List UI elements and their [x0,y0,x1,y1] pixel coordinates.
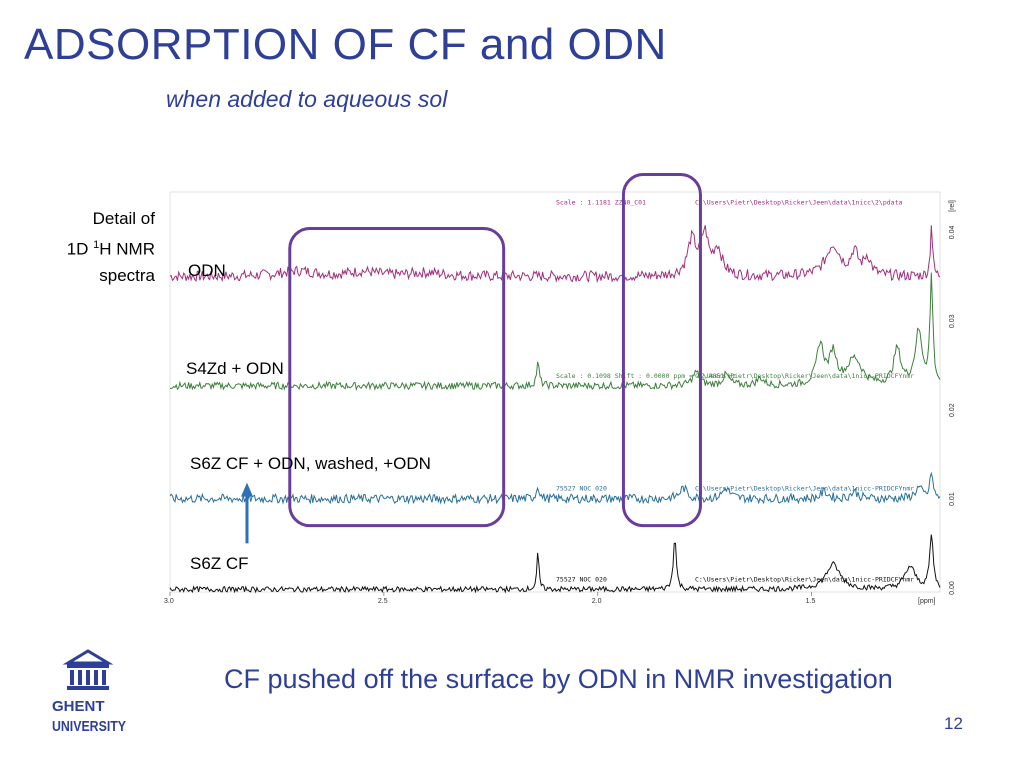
y-tick-label: 0.01 [949,492,956,506]
side-note: Detail of 1D 1H NMR spectra [20,206,155,289]
spectrum-trace-s6z_cf_odn [169,471,941,505]
side-note-line-3: spectra [99,265,155,285]
plot-frame [169,191,941,593]
y-tick-label: 0.00 [949,581,956,595]
trace-metadata-path: C:\Users\Pietr\Desktop\Ricker\Jeen\data\… [695,372,914,380]
annotation-layer [241,172,702,544]
logo-line-1: GHENT [52,698,105,715]
side-note-line-2: 1D 1H NMR [20,232,155,263]
trace-label-s6z_cf_odn: S6Z CF + ODN, washed, +ODN [190,454,431,473]
ghent-university-logo: GHENT UNIVERSITY [52,649,126,735]
logo-line-2: UNIVERSITY [52,718,126,735]
y-axis: 0.00 0.01 0.02 0.03 0.04 [rel] [949,200,956,595]
trace-label-s6z_cf: S6Z CF [190,554,249,573]
trace-metadata: Scale : 1.1181 ZZN0_C01 [556,198,646,206]
trace-metadata: 75527 NOC 020 [556,485,607,493]
x-axis-label: [ppm] [918,598,936,605]
side-note-prefix: 1D [66,239,94,259]
logo-column [70,670,74,685]
logo-column [86,670,90,685]
y-tick-label: 0.02 [949,403,956,417]
side-note-line-1: Detail of [92,209,155,228]
trace-labels: ODN S4Zd + ODN S6Z CF + ODN, washed, +ODN S… [186,261,431,573]
logo-column [94,670,98,685]
highlight-box [621,172,702,528]
x-tick-label: 2.0 [592,598,602,605]
x-tick-label: 1.5 [806,598,816,605]
logo-column [102,670,106,685]
logo-roof-icon [62,649,114,665]
logo-entablature [67,664,109,668]
spectrum-trace-odn [169,225,941,284]
y-tick-label: 0.03 [949,314,956,328]
trace-metadata: Scale : 0.1098 Shift : 0.0000 ppm = 42.4… [556,372,736,380]
trace-label-odn: ODN [188,261,226,280]
trace-metadata-path: C:\Users\Pietr\Desktop\Ricker\Jeen\data\… [695,575,914,583]
side-note-rest: H NMR [99,239,155,259]
trace-metadata-path: C:\Users\Pietr\Desktop\Ricker\Jeen\data\… [695,485,914,493]
y-tick-label: 0.04 [949,226,956,240]
trace-metadata: 75527 NOC 020 [556,575,607,583]
arrow-up-icon [241,482,253,497]
metadata-layer: Scale : 1.1181 ZZN0_C01 C:\Users\Pietr\De… [556,198,914,583]
x-tick-label: 3.0 [164,598,174,605]
slide-subtitle: when added to aqueous sol [166,86,448,112]
slide-caption: CF pushed off the surface by ODN in NMR … [224,664,893,694]
x-tick-label: 2.5 [378,598,388,605]
logo-column [78,670,82,685]
highlight-box [288,226,506,528]
trace-metadata-path: C:\Users\Pietr\Desktop\Ricker\Jeen\data\… [695,198,902,206]
trace-label-s4zd_odn: S4Zd + ODN [186,359,284,378]
page-number: 12 [944,714,963,733]
side-note-superscript: 1 [93,239,100,251]
spectrum-trace-s4zd_odn [169,272,941,392]
slide-title: ADSORPTION OF CF and ODN [24,20,667,69]
spectrum-trace-s6z_cf [169,534,941,594]
x-axis: 3.0 2.5 2.0 1.5 [ppm] [164,592,936,605]
y-axis-label: [rel] [949,200,956,212]
logo-base [67,686,109,690]
traces-layer [169,225,941,594]
